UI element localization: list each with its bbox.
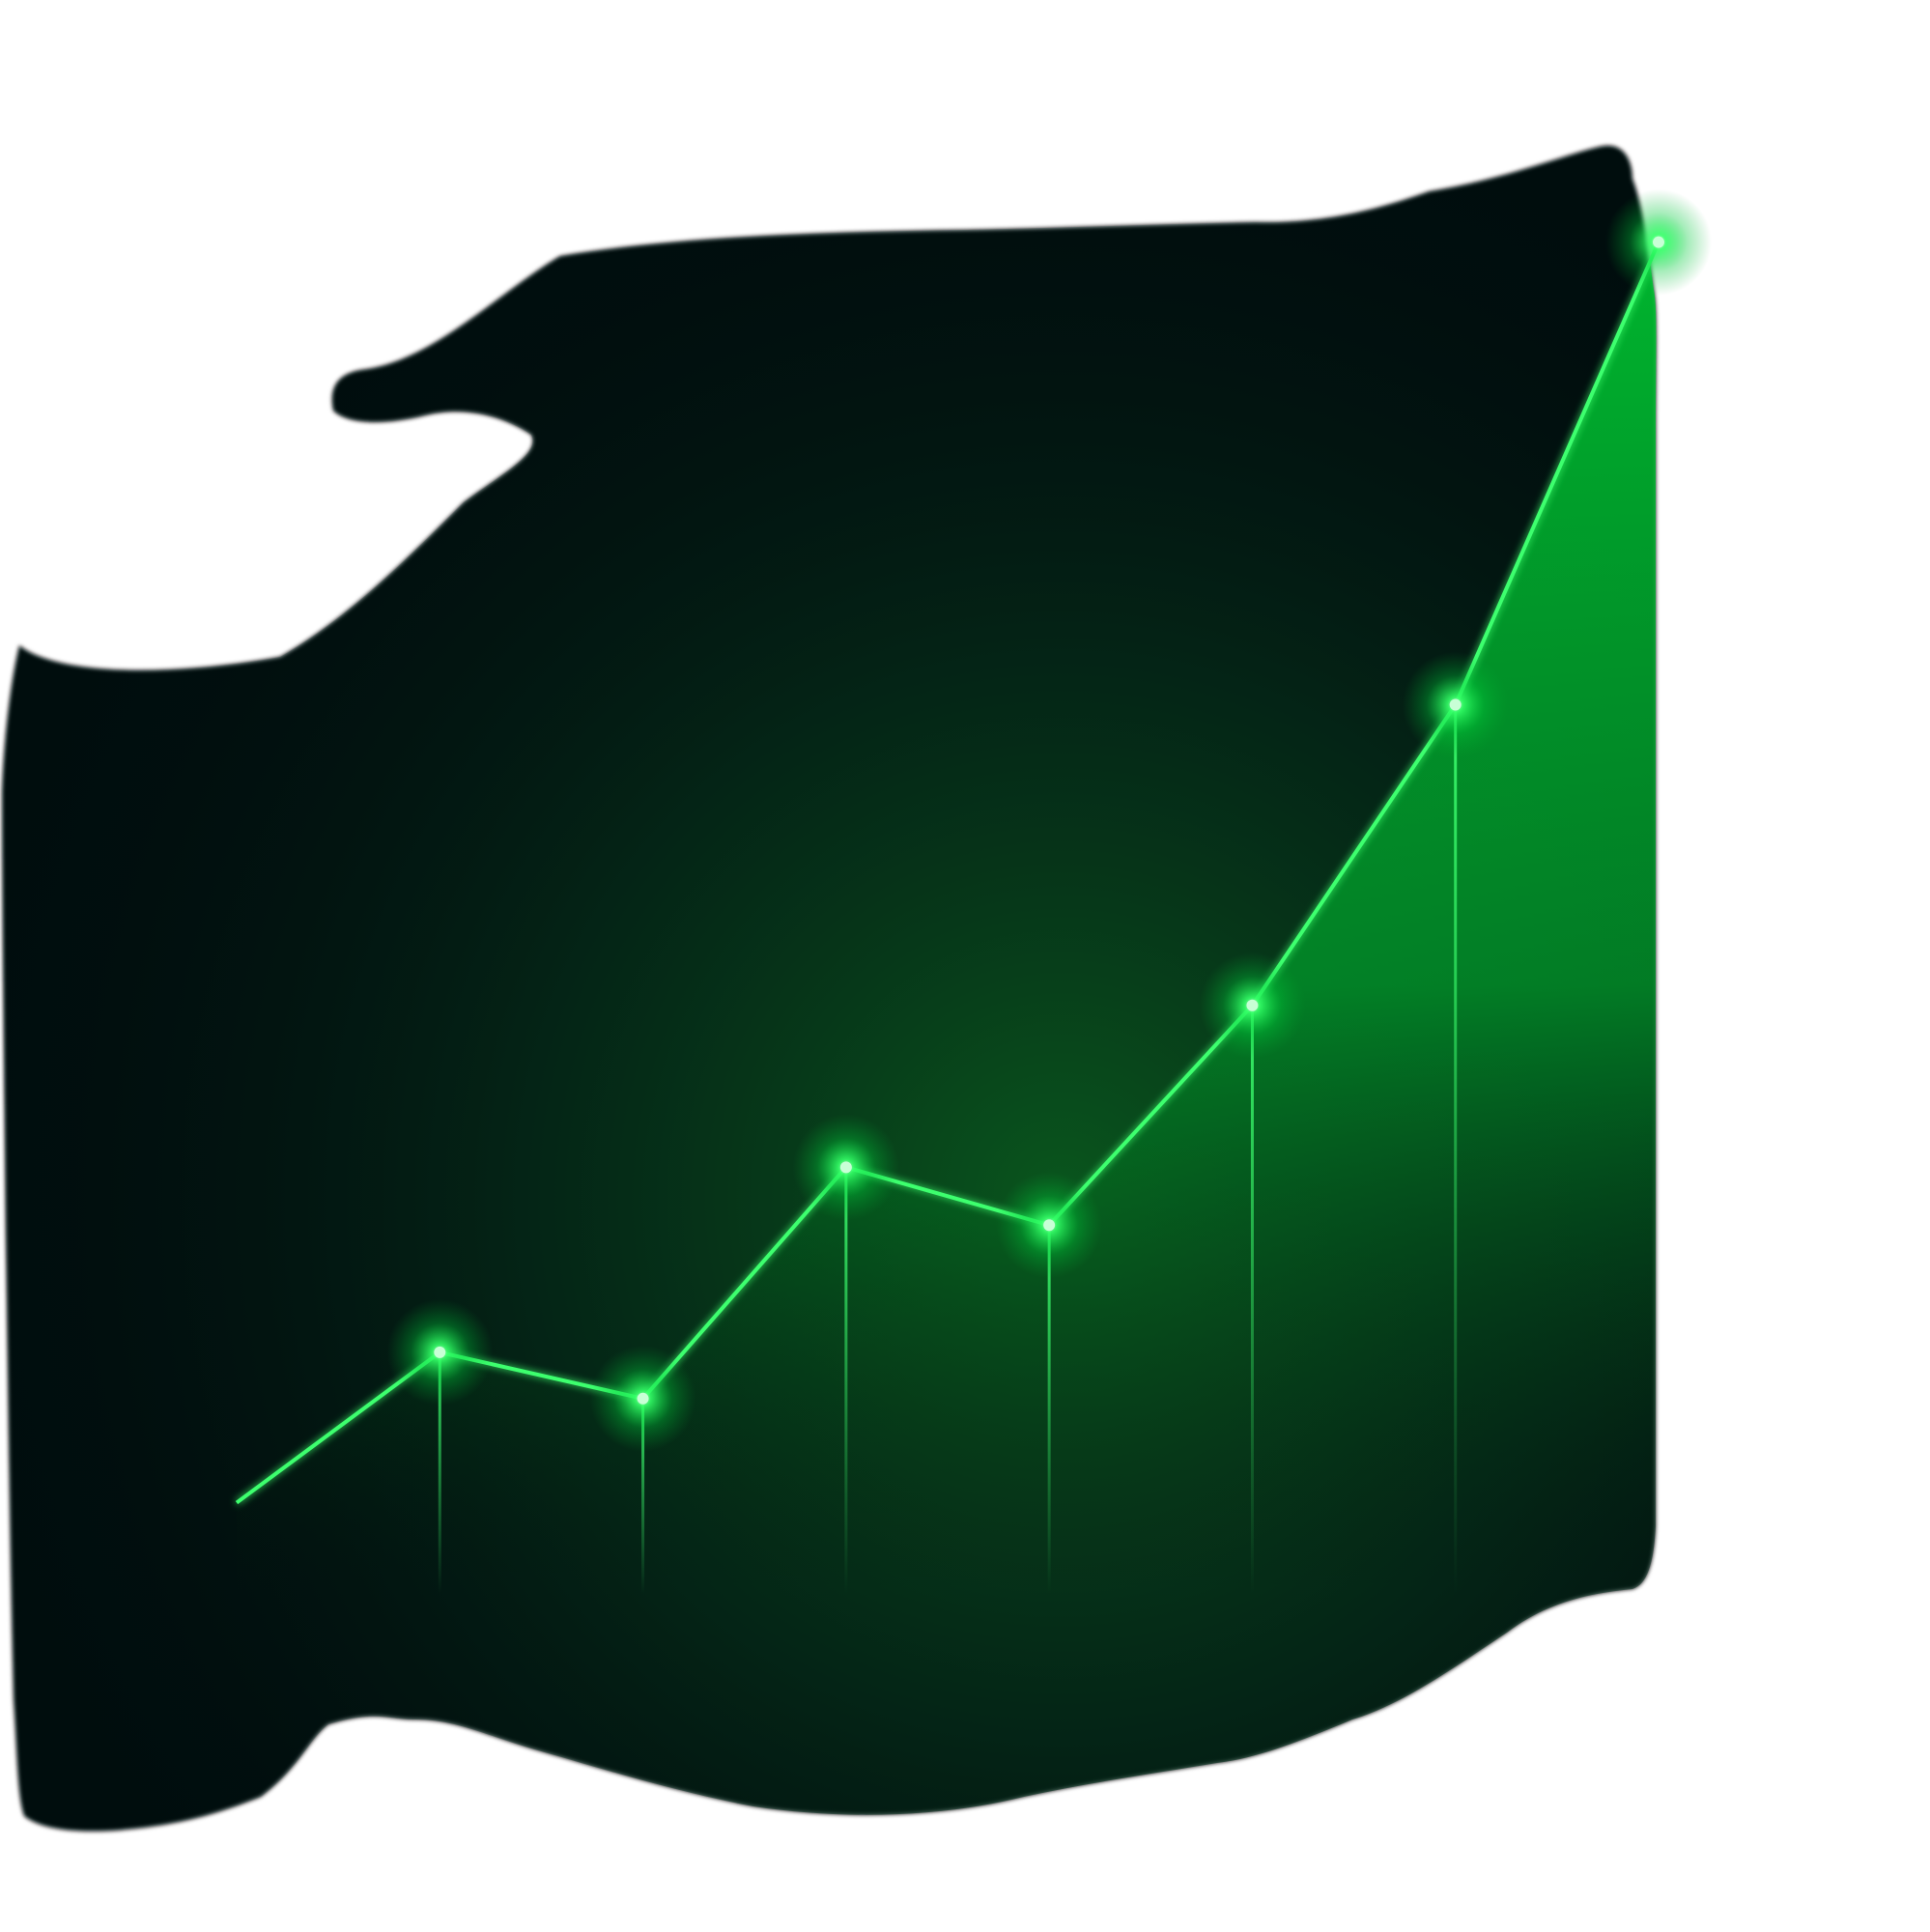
drop-line-2 <box>641 1398 645 1594</box>
data-point-5 <box>1199 952 1306 1059</box>
data-point-1 <box>386 1298 494 1406</box>
data-point-4 <box>996 1172 1103 1279</box>
data-point-core <box>839 1161 852 1174</box>
data-point-2 <box>589 1345 696 1452</box>
drop-line-5 <box>1250 1005 1254 1594</box>
drop-line-7 <box>1658 242 1660 1594</box>
data-point-core <box>1449 698 1462 711</box>
data-point-core <box>1043 1219 1056 1232</box>
data-point-7 <box>1605 188 1712 296</box>
drop-line-6 <box>1454 704 1458 1594</box>
data-point-core <box>1246 999 1259 1011</box>
data-point-core <box>434 1346 446 1358</box>
drop-line-1 <box>438 1351 441 1594</box>
drop-line-4 <box>1047 1225 1051 1594</box>
data-point-core <box>637 1392 649 1405</box>
markers-layer <box>386 188 1712 1452</box>
series-area <box>237 242 1657 1594</box>
drop-line-3 <box>844 1167 848 1594</box>
area-fill-layer <box>237 242 1657 1594</box>
drop-lines-layer <box>438 242 1660 1594</box>
data-point-3 <box>792 1114 899 1221</box>
data-point-core <box>1653 236 1664 248</box>
data-point-6 <box>1402 651 1509 758</box>
